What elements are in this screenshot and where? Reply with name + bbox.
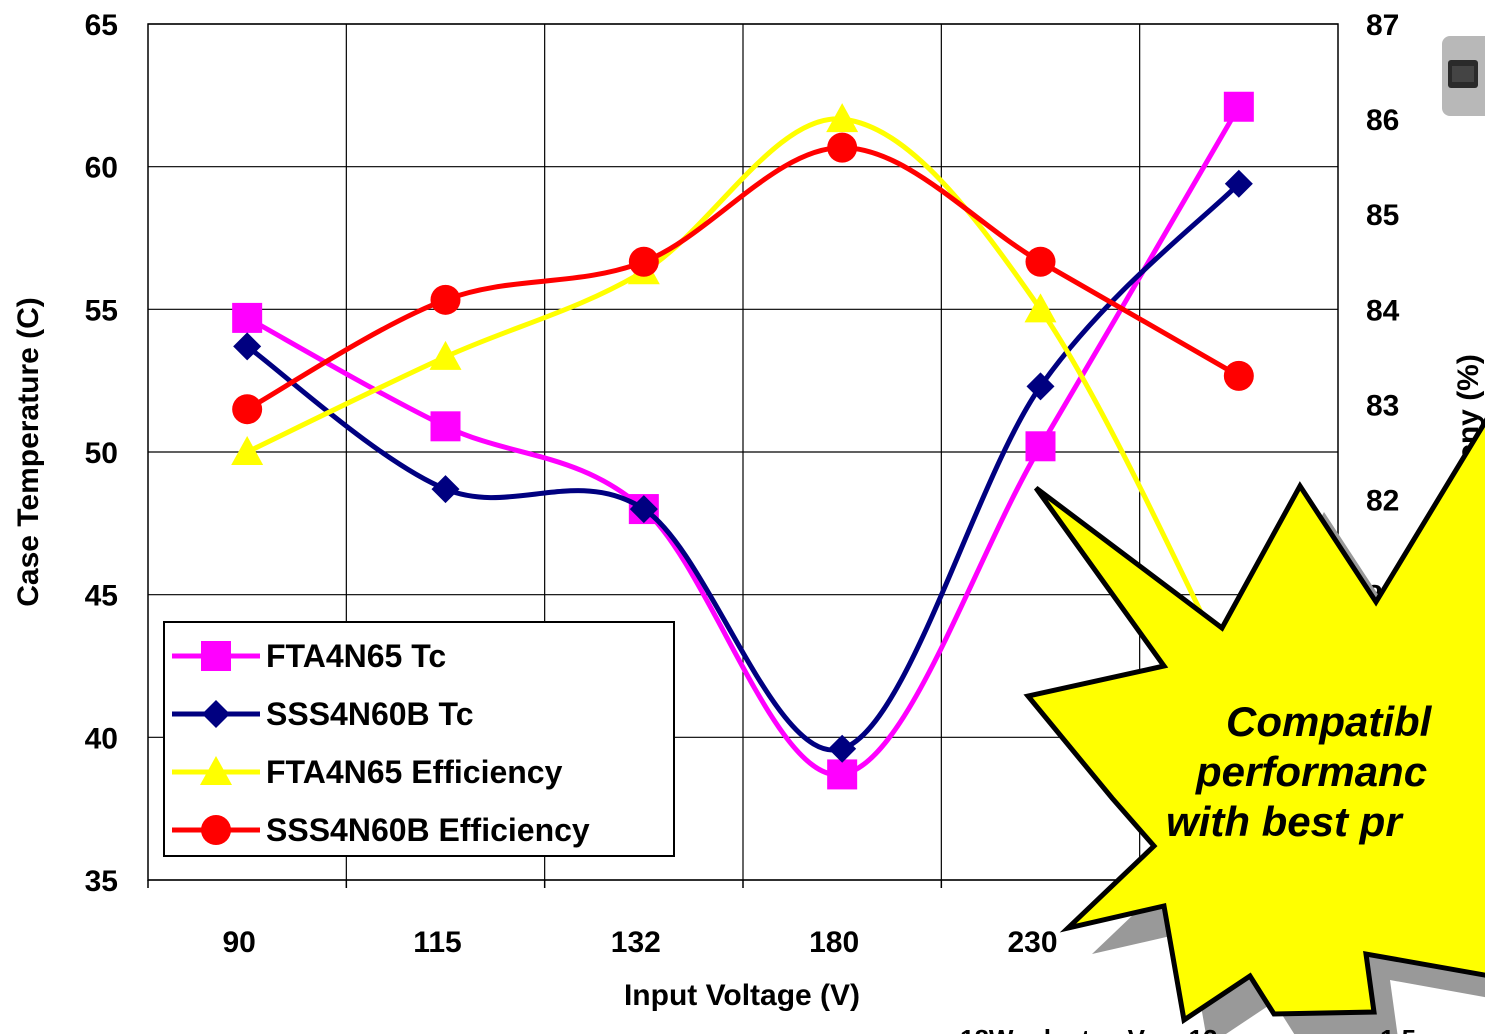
- y2-tick-label-1: 83: [1366, 389, 1399, 422]
- y2-tick-label-4: 86: [1366, 104, 1399, 137]
- x-tick-label-4: 230: [1007, 926, 1057, 959]
- x-axis-title: Input Voltage (V): [624, 979, 860, 1012]
- y-tick-label-2: 45: [85, 580, 118, 613]
- callout-line-2: performanc: [1195, 748, 1427, 795]
- y-tick-label-5: 60: [85, 152, 118, 185]
- series-layer: [231, 91, 1255, 790]
- callout-line-3: with best pr: [1166, 798, 1404, 845]
- series-1-point-4: [1026, 372, 1055, 401]
- x-tick-label-3: 180: [809, 926, 859, 959]
- adapter-photo: [1442, 36, 1485, 116]
- y-tick-label-3: 50: [85, 437, 118, 470]
- legend-marker-3: [201, 815, 231, 845]
- plot-frame: [147, 23, 1339, 881]
- series-0-point-3: [827, 759, 858, 790]
- y2-tick-label-3: 85: [1366, 199, 1399, 232]
- series-0-point-4: [1025, 431, 1056, 462]
- legend-box: [163, 621, 675, 857]
- y2-axis-ticks: 8283848586878: [1366, 9, 1400, 613]
- y-axis-title: Case Temperature (C): [12, 297, 45, 607]
- x-tick-label-0: 90: [222, 926, 255, 959]
- footer-text: 18W adapter, Vo = 12: [960, 1024, 1217, 1034]
- series-1-point-3: [828, 734, 857, 763]
- series-0-point-0: [232, 302, 263, 333]
- legend-marker-0: [201, 641, 231, 671]
- y2-tick-label-2: 84: [1366, 294, 1400, 327]
- legend-entry-1: SSS4N60B Tc: [172, 696, 474, 732]
- y-tick-label-6: 65: [85, 9, 118, 42]
- starburst-shape: [1023, 417, 1485, 1025]
- starburst-callout: Compatibl performanc with best pr: [1023, 417, 1485, 1034]
- series-3-point-1: [430, 284, 461, 315]
- series-3-point-0: [232, 394, 263, 425]
- series-2-point-1: [429, 340, 462, 370]
- series-3-point-5: [1223, 360, 1254, 391]
- legend-label-1: SSS4N60B Tc: [266, 696, 474, 732]
- y-tick-label-0: 35: [85, 865, 118, 898]
- callout-line-1: Compatibl: [1226, 698, 1433, 745]
- legend-marker-1: [202, 700, 230, 728]
- x-tick-label-1: 115: [413, 926, 461, 959]
- series-1: [233, 169, 1253, 763]
- series-3-point-3: [827, 132, 858, 163]
- series-3: [232, 132, 1254, 425]
- series-3-point-2: [628, 246, 659, 277]
- series-2-point-4: [1024, 293, 1057, 323]
- y2-tick-label-5: 87: [1366, 9, 1399, 42]
- series-0-point-1: [430, 411, 461, 442]
- legend-label-0: FTA4N65 Tc: [266, 638, 446, 674]
- series-1-point-0: [233, 332, 262, 361]
- legend-entry-2: FTA4N65 Efficiency: [172, 754, 563, 790]
- x-axis-ticks: 90115132180230264: [222, 926, 1256, 959]
- legend-marker-2: [200, 756, 232, 785]
- legend-label-3: SSS4N60B Efficiency: [266, 812, 590, 848]
- series-1-point-5: [1224, 169, 1253, 198]
- x-tick-label-2: 132: [611, 926, 661, 959]
- legend-entry-3: SSS4N60B Efficiency: [172, 812, 590, 848]
- y-axis-ticks: 35 40 45 50 55 60 65: [85, 9, 118, 898]
- footer-text-2: 1.5: [1380, 1024, 1416, 1034]
- series-2-point-3: [826, 103, 859, 133]
- series-1-point-2: [629, 495, 658, 524]
- y-tick-label-4: 55: [85, 294, 118, 327]
- legend: FTA4N65 Tc SSS4N60B Tc FTA4N65 Efficiency S…: [163, 621, 675, 857]
- y2-tick-label-0: 82: [1366, 485, 1399, 518]
- y-tick-label-1: 40: [85, 722, 118, 755]
- legend-label-2: FTA4N65 Efficiency: [266, 754, 563, 790]
- series-2-point-0: [231, 436, 264, 465]
- series-line-3: [245, 145, 1241, 412]
- series-3-point-4: [1025, 246, 1056, 277]
- series-0-point-5: [1223, 91, 1254, 122]
- legend-entry-0: FTA4N65 Tc: [172, 638, 446, 674]
- series-1-point-1: [431, 475, 460, 504]
